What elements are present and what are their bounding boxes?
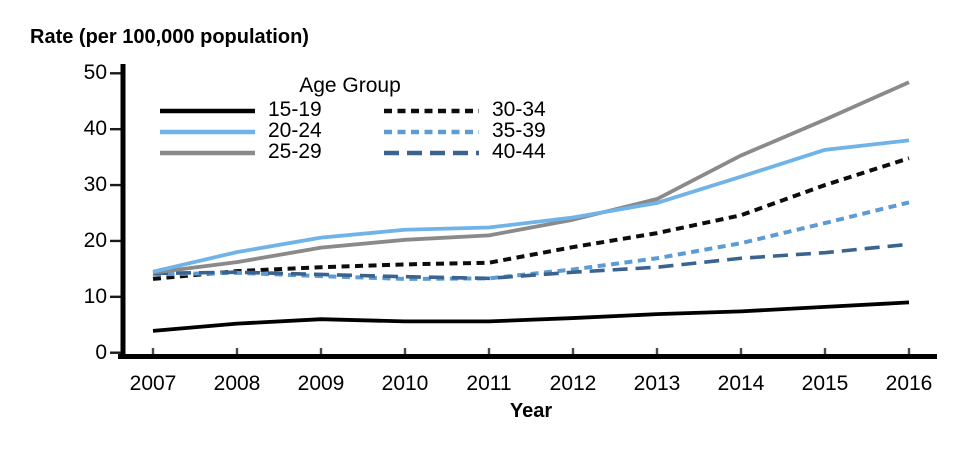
x-tick-label: 2008 (213, 372, 261, 395)
y-tick-label: 10 (83, 284, 107, 308)
series-line-35-39 (152, 200, 910, 281)
y-tick-label: 20 (83, 228, 107, 252)
series-line-25-29 (152, 80, 910, 275)
series-line-40-44 (152, 242, 910, 281)
y-tick-label: 30 (83, 173, 107, 197)
series-line-15-19 (152, 300, 910, 333)
y-tick-label: 0 (95, 340, 107, 364)
x-tick-label: 2015 (801, 372, 849, 395)
y-tick-label: 50 (83, 61, 107, 85)
y-tick-label: 40 (83, 117, 107, 141)
x-tick-label: 2010 (381, 372, 429, 395)
x-tick-label: 2016 (885, 372, 933, 395)
x-axis-title: Year (509, 400, 553, 422)
x-tick-label: 2013 (633, 372, 681, 395)
x-tick-label: 2011 (466, 372, 512, 395)
x-tick-label: 2014 (717, 372, 765, 395)
series-line-20-24 (152, 138, 910, 274)
chart-title: Rate (per 100,000 population) (30, 26, 309, 48)
x-tick-label: 2012 (549, 372, 597, 395)
x-tick-label: 2009 (297, 372, 345, 395)
x-tick-label: 2007 (129, 372, 177, 395)
series-line-30-34 (152, 156, 910, 281)
